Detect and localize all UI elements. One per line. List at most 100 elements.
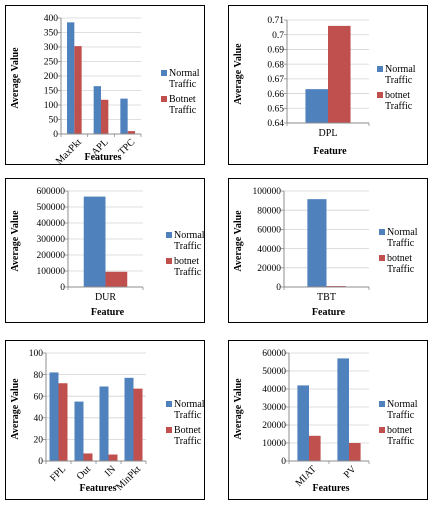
y-axis-title: Average Value xyxy=(233,43,244,105)
bar-normal xyxy=(120,98,128,134)
legend-label: Botnet Traffic xyxy=(174,425,202,447)
x-category-label: Out xyxy=(75,464,94,483)
y-tick-label: 100 xyxy=(29,349,44,359)
y-tick-label: 150 xyxy=(44,87,59,97)
y-axis-title: Average Value xyxy=(233,378,244,440)
y-tick-label: 0.67 xyxy=(267,75,284,85)
y-tick-label: 100000 xyxy=(253,187,282,197)
y-tick-label: 0 xyxy=(60,283,65,293)
y-tick-label: 40000 xyxy=(262,385,286,395)
legend-label: botnet Traffic xyxy=(385,90,413,112)
bar-normal xyxy=(124,377,134,461)
y-tick-label: 0 xyxy=(276,283,281,293)
bar-normal xyxy=(337,358,349,461)
y-tick-label: 0.71 xyxy=(267,16,284,26)
legend-label: botnet Traffic xyxy=(387,425,415,447)
x-category-label: MinPkt xyxy=(114,464,143,493)
legend-swatch-botnet xyxy=(161,96,167,102)
chart-panel-2: 0.64 0.65 0.66 0.67 0.68 0.69 0.7 0.71 DPL Featur… xyxy=(228,5,428,165)
legend-swatch-normal xyxy=(377,66,383,72)
y-tick-label: 0 xyxy=(53,130,58,140)
legend-label: Normal Traffic xyxy=(174,399,205,421)
chart-panel-4: 0 20000 40000 60000 80000 100000 TBT Feature Ave… xyxy=(228,178,428,323)
y-tick-label: 50 xyxy=(49,116,59,126)
bar-botnet xyxy=(74,46,82,134)
y-tick-label: 40 xyxy=(34,414,44,424)
legend-swatch-normal xyxy=(161,70,167,76)
bar-normal xyxy=(93,86,101,134)
legend-swatch-normal xyxy=(379,401,385,407)
x-category-label: FPL xyxy=(48,464,68,484)
y-tick-label: 100000 xyxy=(37,267,66,277)
bar-normal xyxy=(83,196,106,287)
legend-swatch-normal xyxy=(166,232,172,238)
y-tick-label: 300 xyxy=(44,43,59,53)
bar-normal xyxy=(74,401,84,461)
x-category-label: DUR xyxy=(95,292,116,303)
legend-swatch-botnet xyxy=(379,255,385,261)
y-tick-label: 200000 xyxy=(37,251,66,261)
y-tick-label: 60000 xyxy=(262,349,286,359)
chart-panel-3: 0 100000 200000 300000 400000 500000 600000 DUR… xyxy=(5,178,205,323)
y-tick-label: 30000 xyxy=(262,403,286,413)
y-tick-label: 10000 xyxy=(262,439,286,449)
bar-botnet xyxy=(83,453,93,461)
legend-label: botnet Traffic xyxy=(174,256,202,278)
legend-label: Normal Traffic xyxy=(174,230,205,252)
bar-botnet xyxy=(309,435,321,461)
bar-normal xyxy=(297,385,309,461)
bar-botnet xyxy=(105,271,128,287)
y-tick-label: 500000 xyxy=(37,203,66,213)
y-tick-label: 20 xyxy=(34,436,44,446)
y-tick-label: 250 xyxy=(44,58,59,68)
bar-botnet xyxy=(101,99,109,134)
legend-swatch-normal xyxy=(379,229,385,235)
x-category-label: IN xyxy=(103,464,118,479)
chart-2: 0.64 0.65 0.66 0.67 0.68 0.69 0.7 0.71 DPL Featur… xyxy=(233,16,416,157)
x-category-label: PV xyxy=(342,463,359,480)
x-category-label: DPL xyxy=(319,128,338,139)
y-tick-label: 300000 xyxy=(37,235,66,245)
y-axis-title: Average Value xyxy=(233,210,244,272)
bar-normal xyxy=(305,89,328,123)
x-axis-title: Features xyxy=(79,483,116,494)
y-tick-label: 60 xyxy=(34,392,44,402)
y-tick-label: 80000 xyxy=(257,206,281,216)
x-category-label: TBT xyxy=(317,292,336,303)
y-tick-label: 200 xyxy=(44,72,59,82)
x-axis-title: Feature xyxy=(312,307,346,318)
chart-4: 0 20000 40000 60000 80000 100000 TBT Feature Ave… xyxy=(233,187,418,318)
y-tick-label: 100 xyxy=(44,101,59,111)
y-tick-label: 400000 xyxy=(37,219,66,229)
legend-label: Normal Traffic xyxy=(387,227,418,249)
y-tick-label: 0.69 xyxy=(267,46,284,56)
y-tick-label: 50000 xyxy=(262,367,286,377)
y-tick-label: 0.7 xyxy=(272,31,284,41)
legend-label: botnet Traffic xyxy=(387,253,415,275)
y-tick-label: 0.65 xyxy=(267,104,284,114)
bar-botnet xyxy=(108,454,118,461)
legend-swatch-botnet xyxy=(166,258,172,264)
x-axis-title: Feature xyxy=(313,146,347,157)
bar-normal xyxy=(67,22,75,135)
legend-label: Botnet Traffic xyxy=(169,94,197,116)
y-tick-label: 20000 xyxy=(262,421,286,431)
bar-normal xyxy=(99,386,109,461)
x-axis-title: Features xyxy=(84,152,121,163)
y-tick-label: 0 xyxy=(38,457,43,467)
bar-botnet xyxy=(58,383,68,461)
bar-normal xyxy=(49,372,59,461)
bar-botnet xyxy=(127,131,135,134)
chart-3: 0 100000 200000 300000 400000 500000 600000 DUR… xyxy=(10,187,205,318)
legend-swatch-botnet xyxy=(166,427,172,433)
chart-panel-1: 0 50 100 150 200 250 300 350 400 MaxPkt APL TPC Feat… xyxy=(5,5,205,167)
chart-panel-6: 0 10000 20000 30000 40000 50000 60000 MIAT PV Fea… xyxy=(228,340,428,500)
bar-botnet xyxy=(133,388,143,461)
y-tick-label: 600000 xyxy=(37,187,66,197)
bar-botnet xyxy=(349,443,361,461)
x-axis-title: Features xyxy=(312,483,349,494)
y-tick-label: 0.64 xyxy=(267,119,284,129)
